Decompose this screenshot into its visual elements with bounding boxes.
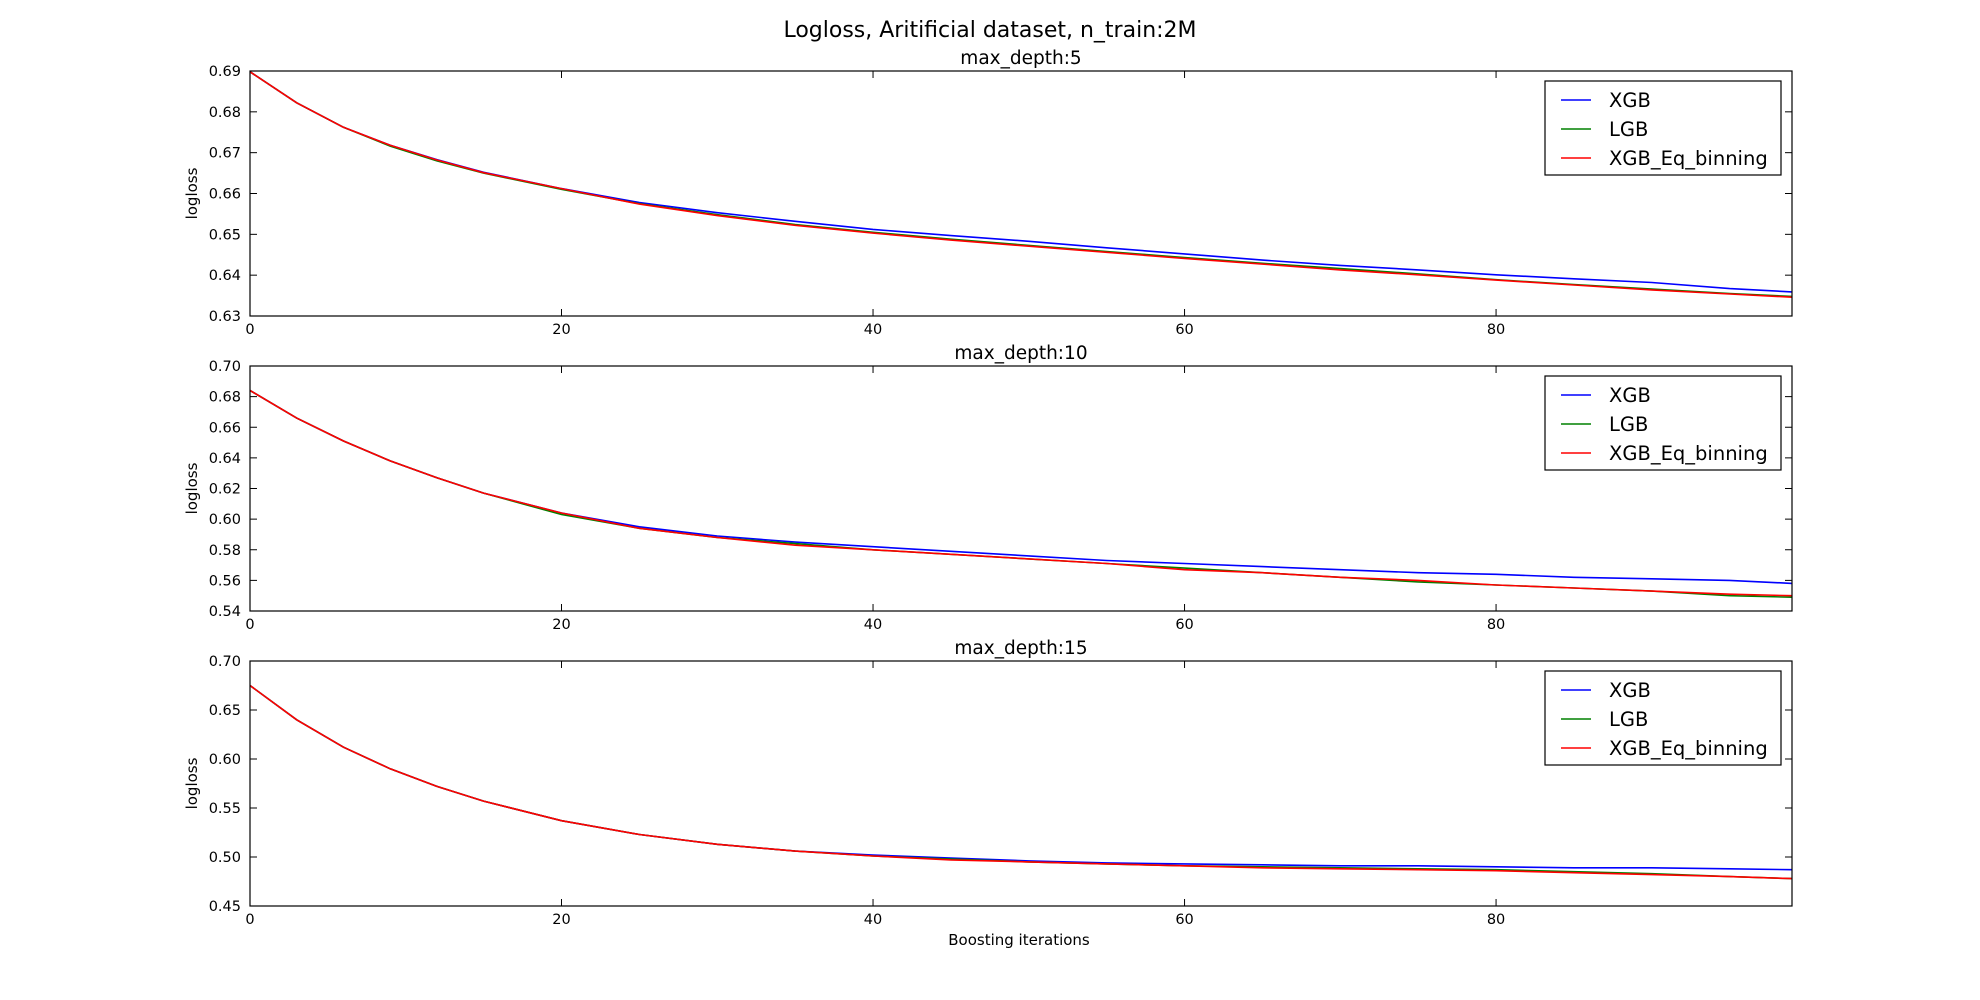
y-tick-label: 0.66 [209, 187, 241, 203]
x-tick-label: 0 [245, 322, 254, 338]
y-tick-label: 0.64 [209, 268, 241, 284]
y-tick-label: 0.68 [209, 105, 241, 121]
y-tick-label: 0.66 [209, 420, 241, 436]
y-tick-label: 0.55 [209, 801, 241, 817]
y-tick-label: 0.67 [209, 146, 241, 162]
legend-box [1544, 80, 1782, 176]
legend: XGB LGB XGB_Eq_binning [1544, 375, 1782, 471]
y-axis-label: logloss [183, 167, 201, 219]
legend: XGB LGB XGB_Eq_binning [1544, 670, 1782, 766]
legend-label: XGB [1609, 384, 1651, 407]
y-tick-label: 0.70 [209, 654, 241, 670]
legend-label: XGB [1609, 679, 1651, 702]
legend-label: XGB [1609, 89, 1651, 112]
y-tick-label: 0.58 [209, 543, 241, 559]
y-tick-label: 0.56 [209, 573, 241, 589]
y-tick-label: 0.65 [209, 703, 241, 719]
x-tick-label: 0 [245, 617, 254, 633]
x-tick-label: 40 [864, 912, 882, 928]
figure-title: Logloss, Aritificial dataset, n_train:2M [783, 18, 1196, 43]
chart-title: max_depth:15 [954, 638, 1087, 659]
y-tick-label: 0.60 [209, 752, 241, 768]
x-tick-label: 20 [552, 322, 570, 338]
y-tick-label: 0.62 [209, 482, 241, 498]
x-tick-label: 80 [1487, 617, 1505, 633]
x-tick-label: 40 [864, 617, 882, 633]
series-group [250, 684, 1792, 880]
y-tick-label: 0.70 [209, 359, 241, 375]
series-line-xgb-eq-binning [250, 71, 1792, 298]
y-tick-label: 0.69 [209, 64, 241, 80]
x-axis-label: Boosting iterations [948, 931, 1090, 949]
series-line-xgb-eq-binning [250, 389, 1792, 597]
legend-label: XGB_Eq_binning [1609, 442, 1768, 465]
chart-title: max_depth:5 [960, 48, 1081, 69]
y-tick-label: 0.63 [209, 309, 241, 325]
x-tick-label: 40 [864, 322, 882, 338]
y-axis-label: logloss [183, 462, 201, 514]
series-line-xgb-eq-binning [250, 684, 1792, 880]
x-tick-label: 80 [1487, 322, 1505, 338]
x-tick-label: 60 [1175, 617, 1193, 633]
x-tick-label: 20 [552, 912, 570, 928]
x-tick-label: 60 [1175, 322, 1193, 338]
y-axis-label: logloss [183, 757, 201, 809]
y-tick-label: 0.65 [209, 227, 241, 243]
x-tick-label: 60 [1175, 912, 1193, 928]
series-group [250, 389, 1792, 598]
legend: XGB LGB XGB_Eq_binning [1544, 80, 1782, 176]
y-tick-label: 0.60 [209, 512, 241, 528]
legend-box [1544, 375, 1782, 471]
legend-label: LGB [1609, 708, 1648, 731]
y-tick-label: 0.64 [209, 451, 241, 467]
legend-label: XGB_Eq_binning [1609, 737, 1768, 760]
series-group [250, 71, 1792, 298]
plot-frame [249, 660, 1793, 907]
legend-label: XGB_Eq_binning [1609, 147, 1768, 170]
legend-box [1544, 670, 1782, 766]
y-tick-label: 0.68 [209, 390, 241, 406]
x-tick-label: 0 [245, 912, 254, 928]
y-tick-label: 0.50 [209, 850, 241, 866]
x-tick-label: 20 [552, 617, 570, 633]
y-tick-label: 0.45 [209, 899, 241, 915]
legend-label: LGB [1609, 118, 1648, 141]
x-tick-label: 80 [1487, 912, 1505, 928]
chart-title: max_depth:10 [954, 343, 1087, 364]
y-tick-label: 0.54 [209, 604, 241, 620]
legend-label: LGB [1609, 413, 1648, 436]
